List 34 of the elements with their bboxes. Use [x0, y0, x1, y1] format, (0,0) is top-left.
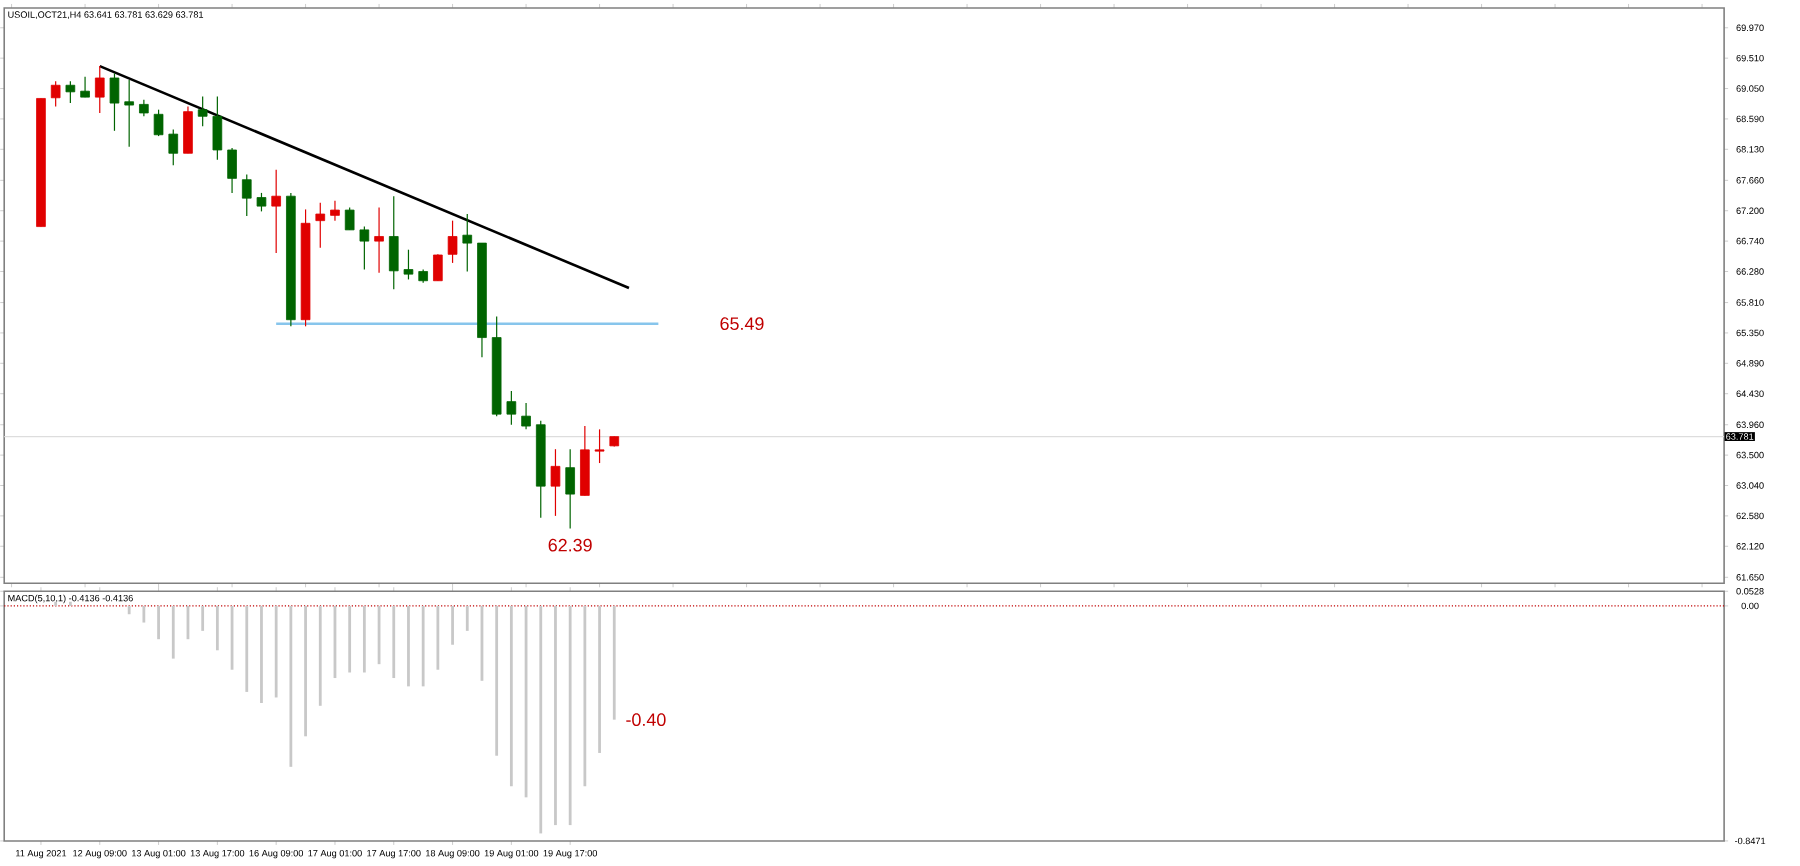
candlestick — [388, 195, 399, 290]
candlestick — [462, 213, 473, 272]
candlestick — [521, 401, 531, 430]
candlestick — [227, 146, 237, 194]
annotation: 62.39 — [548, 538, 592, 552]
candlestick — [256, 191, 267, 212]
candlestick — [374, 206, 384, 273]
candlestick — [50, 80, 61, 107]
candlestick — [65, 80, 76, 104]
candlestick — [241, 173, 252, 217]
candlestick — [153, 108, 164, 137]
candlestick — [197, 95, 208, 127]
candlestick — [403, 248, 414, 280]
candlestick — [594, 428, 605, 464]
candlestick — [330, 199, 340, 221]
candlestick — [109, 72, 120, 131]
candlestick — [580, 425, 590, 496]
candlestick — [183, 105, 193, 154]
candlestick — [447, 219, 458, 264]
candlestick — [212, 95, 223, 161]
candlestick — [433, 253, 443, 281]
candlestick — [506, 390, 517, 425]
candlestick — [94, 65, 105, 114]
candlestick — [550, 448, 561, 517]
candlestick — [271, 168, 281, 254]
candlestick — [359, 225, 370, 270]
candlestick — [124, 78, 134, 147]
annotation: -0.40 — [626, 712, 666, 726]
candlestick — [168, 128, 179, 166]
candlestick — [565, 448, 575, 529]
annotation: 65.49 — [720, 316, 764, 330]
candlestick — [315, 201, 326, 248]
candlestick — [344, 206, 355, 231]
candlestick — [80, 75, 90, 98]
